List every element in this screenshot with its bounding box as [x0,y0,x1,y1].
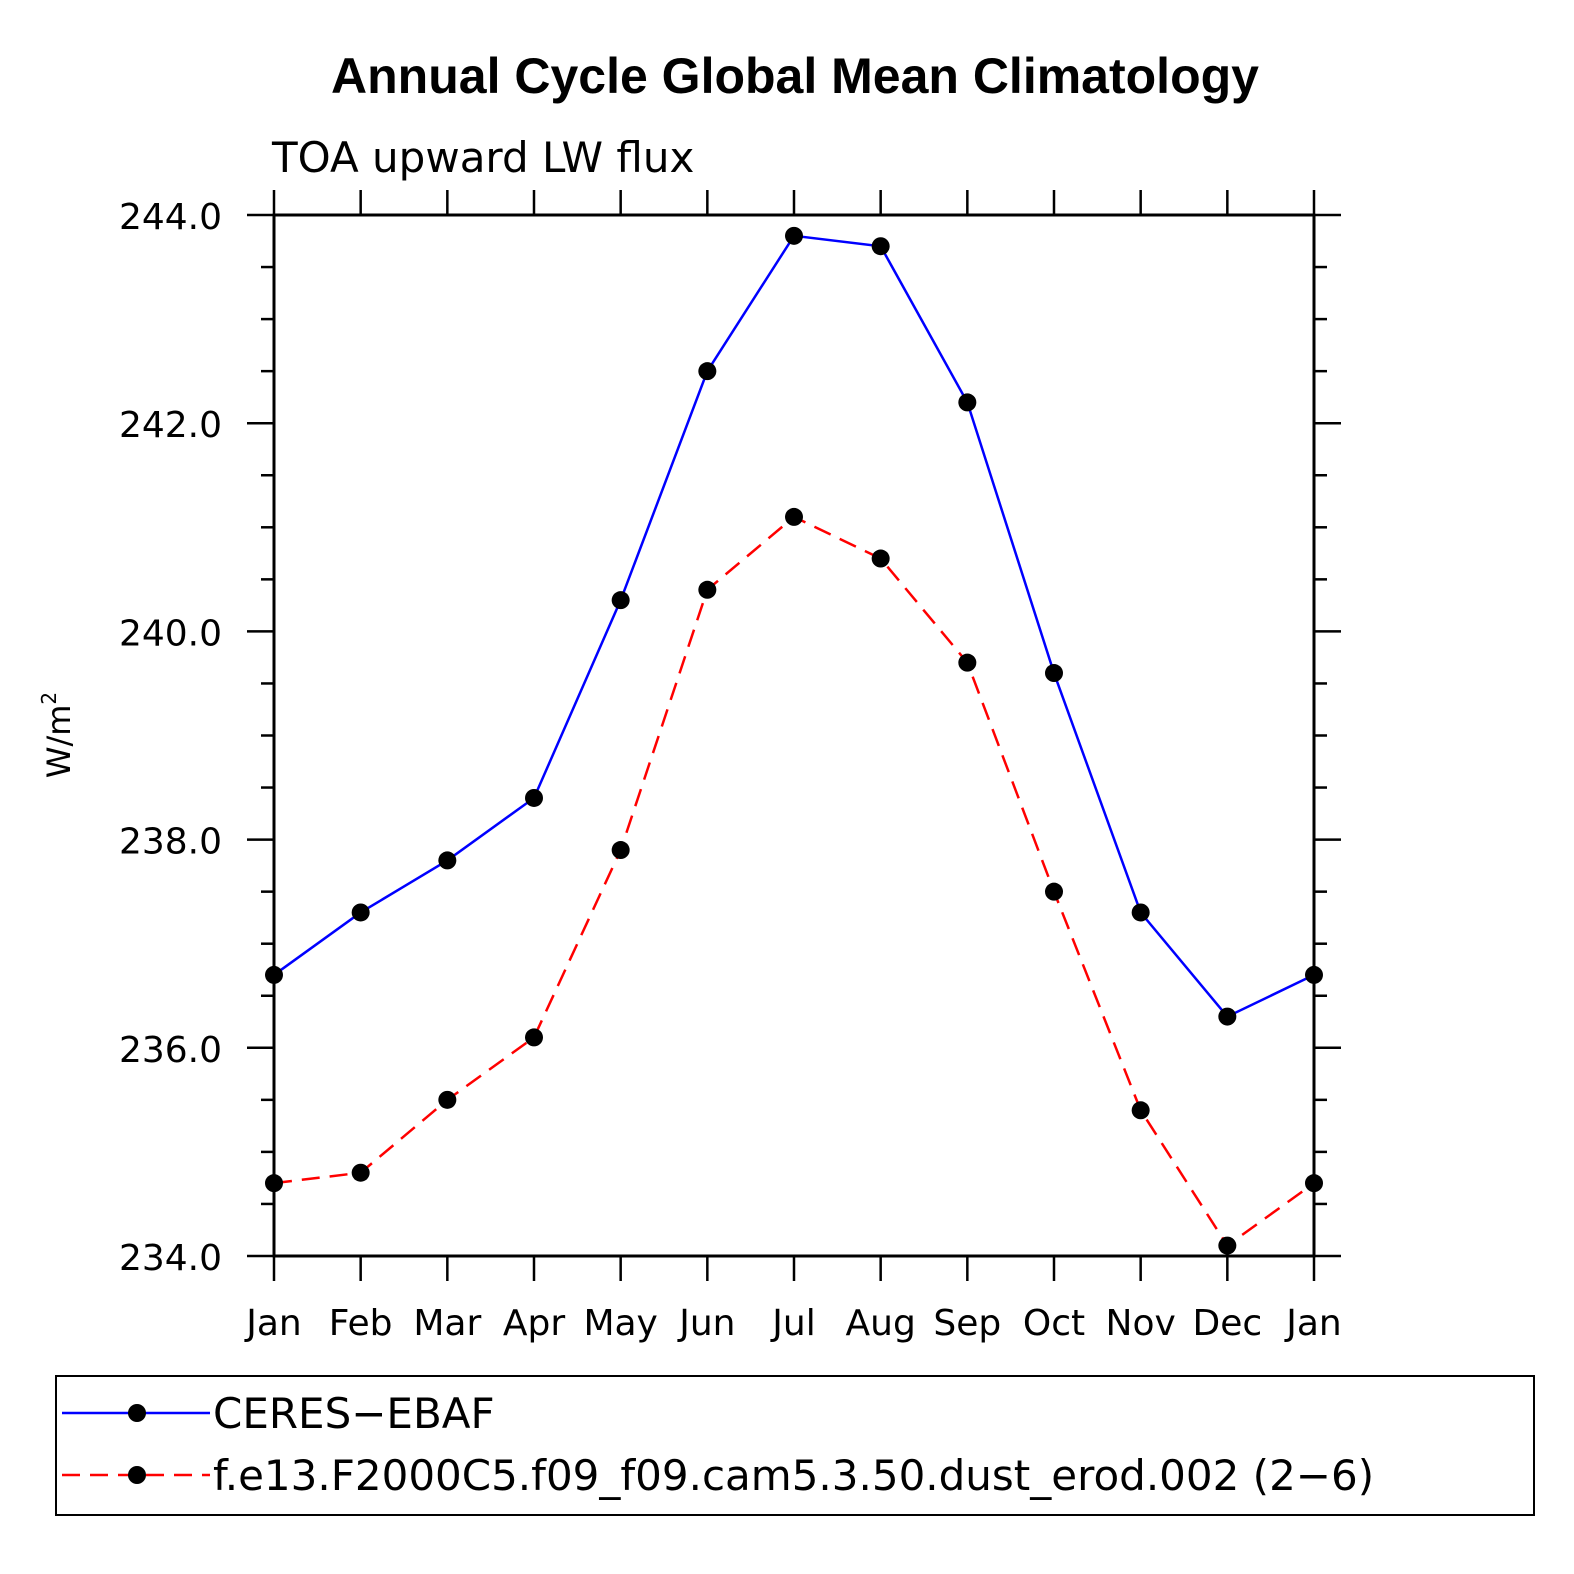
data-point [351,903,370,922]
legend-box [55,1375,1535,1516]
x-tick-label: Nov [1106,1303,1176,1344]
y-tick-label: 234.0 [119,1238,222,1279]
data-point [785,226,803,245]
legend-item: CERES−EBAF [62,1389,495,1438]
x-tick-label: Oct [1023,1303,1085,1344]
data-point [958,393,977,412]
y-tick-label: 244.0 [119,197,222,238]
series-layer [265,226,1323,1255]
y-tick-label: 238.0 [119,822,222,863]
data-point [265,1174,283,1193]
x-tick-label: Feb [329,1303,393,1344]
x-tick-label: Mar [413,1303,481,1344]
data-point [698,580,717,599]
data-point [871,549,890,568]
x-tick-label: Jan [1284,1303,1342,1344]
axis-ticks [247,190,1341,1281]
chart-title: Annual Cycle Global Mean Climatology [331,48,1259,104]
data-point [611,841,630,860]
data-point [1045,664,1063,683]
data-point [1305,1174,1323,1193]
x-tick-label: Dec [1192,1303,1262,1344]
data-point [265,965,283,984]
y-axis-label-superscript: 2 [37,692,61,705]
series-line [273,234,1315,1019]
legend-marker [128,1466,146,1484]
data-point [351,1163,370,1182]
y-tick-label: 242.0 [119,405,222,446]
x-tick-label: Apr [503,1303,565,1344]
x-tick-label: May [583,1303,657,1344]
data-point [525,788,543,807]
y-tick-labels: 234.0 236.0 238.0 240.0 242.0 244.0 [119,197,222,1279]
x-tick-label: Jan [244,1303,302,1344]
legend-item: f.e13.F2000C5.f09_f09.cam5.3.50.dust_ero… [62,1451,1374,1500]
legend-label: f.e13.F2000C5.f09_f09.cam5.3.50.dust_ero… [213,1451,1374,1500]
x-tick-labels: Jan Feb Mar Apr May Jun Jul Aug Sep Oct Nov Dec Jan [244,1303,1342,1344]
data-point [1045,882,1063,901]
data-point [525,1028,543,1047]
y-axis-label-base: W/m [40,705,78,779]
series-2 [265,507,1323,1255]
data-point [1131,903,1150,922]
x-tick-label: Jun [677,1303,735,1344]
data-point [1131,1101,1150,1120]
legend: CERES−EBAF f.e13.F2000C5.f09_f09.cam5.3.5… [55,1375,1535,1516]
data-point [958,653,977,672]
data-point [611,591,630,610]
data-point [1218,1007,1237,1026]
legend-marker [128,1404,146,1422]
chart-subtitle: TOA upward LW flux [271,133,694,182]
data-point [438,1090,457,1109]
data-point [785,507,803,526]
x-tick-label: Sep [933,1303,1001,1344]
x-tick-label: Jul [770,1303,815,1344]
data-point [1218,1236,1237,1255]
y-axis-label: W/m2 [37,692,78,778]
data-point [438,851,457,870]
data-point [1305,965,1323,984]
plot-frame [272,213,1316,1258]
series-line [273,515,1315,1248]
data-point [871,237,890,256]
x-tick-label: Aug [846,1303,916,1344]
legend-label: CERES−EBAF [213,1389,495,1438]
y-tick-label: 240.0 [119,613,222,654]
legend-items: CERES−EBAF f.e13.F2000C5.f09_f09.cam5.3.5… [62,1389,1374,1500]
series-1 [265,226,1323,1026]
data-point [698,362,717,381]
y-tick-label: 236.0 [119,1030,222,1071]
